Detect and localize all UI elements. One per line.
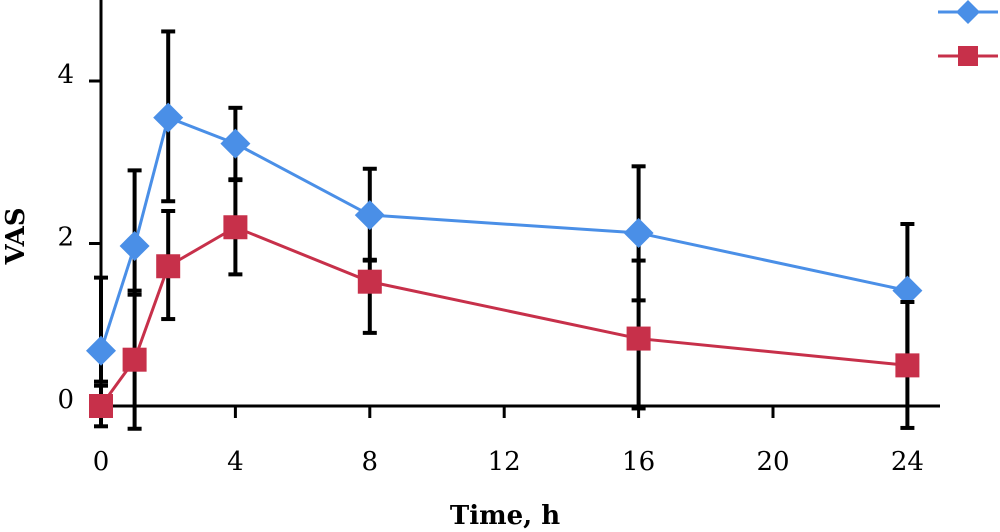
y-tick-label: 4 — [57, 60, 74, 90]
x-tick-label: 12 — [488, 447, 521, 477]
series-0 — [86, 29, 923, 384]
y-tick-label: 0 — [57, 385, 74, 415]
x-axis-title: Time, h — [450, 501, 560, 531]
data-point — [895, 353, 920, 378]
data-point — [354, 200, 385, 231]
x-tick-label: 24 — [891, 447, 924, 477]
x-tick-label: 4 — [227, 447, 244, 477]
data-point — [223, 215, 248, 240]
data-point — [89, 394, 113, 418]
data-point — [119, 230, 150, 261]
data-point — [153, 102, 184, 133]
legend-item-1 — [938, 46, 998, 66]
x-tick-label: 20 — [756, 447, 789, 477]
data-point — [357, 269, 382, 294]
x-tick-label: 0 — [93, 447, 110, 477]
data-point — [122, 347, 147, 372]
legend — [938, 0, 998, 66]
legend-marker — [956, 0, 980, 24]
series-line — [99, 225, 908, 407]
data-point — [220, 128, 251, 159]
x-tick-label: 16 — [622, 447, 655, 477]
data-point — [86, 335, 116, 366]
axes — [99, 0, 940, 408]
legend-marker — [958, 46, 978, 66]
legend-item-0 — [938, 0, 998, 24]
series-1 — [89, 177, 920, 431]
y-tick-label: 2 — [57, 223, 74, 253]
data-point — [156, 254, 181, 279]
data-point — [892, 275, 923, 306]
x-tick-label: 8 — [362, 447, 379, 477]
series-layer — [86, 29, 923, 431]
data-point — [623, 217, 654, 248]
y-axis-title: VAS — [1, 207, 31, 265]
data-point — [626, 326, 651, 351]
